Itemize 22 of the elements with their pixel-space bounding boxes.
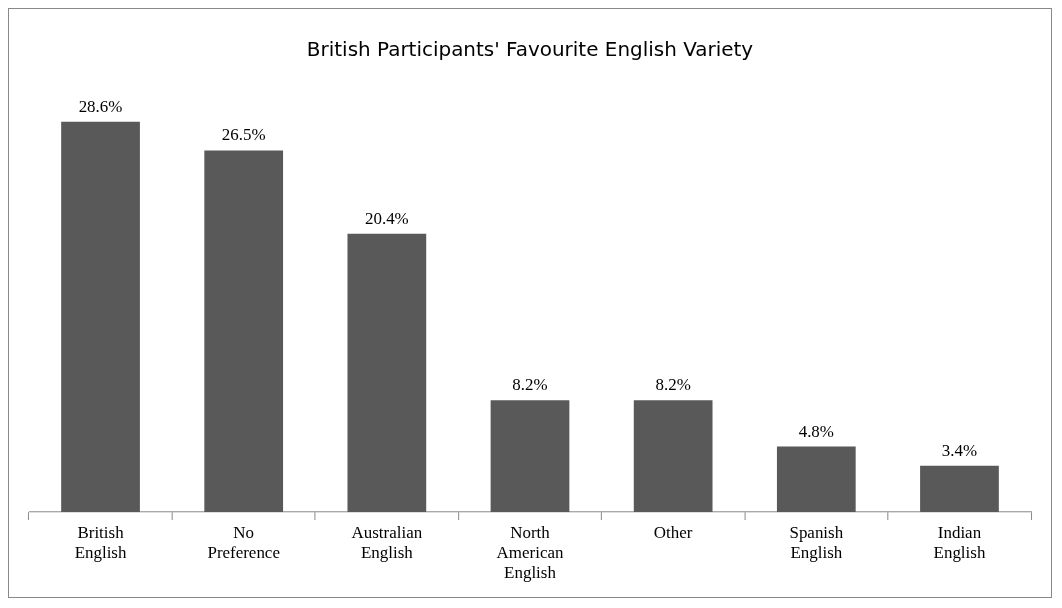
bar — [776, 446, 856, 513]
bar — [204, 150, 284, 513]
data-label: 3.4% — [941, 440, 978, 460]
x-tick-label: Spanish English — [789, 522, 844, 562]
bar — [920, 465, 999, 513]
chart-title: British Participants' Favourite English Variety — [306, 37, 754, 62]
bar — [61, 121, 140, 513]
x-tick-label: No Preference — [207, 522, 280, 562]
bar — [633, 400, 713, 513]
x-tick-label: Other — [653, 522, 693, 542]
data-label: 4.8% — [798, 421, 834, 441]
bar — [347, 233, 427, 513]
x-tick-label: Australian English — [351, 522, 423, 562]
data-label: 28.6% — [78, 96, 123, 116]
bar — [490, 400, 570, 513]
x-tick-label: Indian English — [933, 522, 986, 562]
data-label: 8.2% — [655, 375, 691, 395]
data-label: 20.4% — [364, 208, 409, 228]
x-tick-label: British English — [74, 522, 127, 562]
x-tick-label: North American English — [496, 522, 564, 583]
data-label: 8.2% — [512, 375, 548, 395]
data-label: 26.5% — [221, 125, 266, 145]
